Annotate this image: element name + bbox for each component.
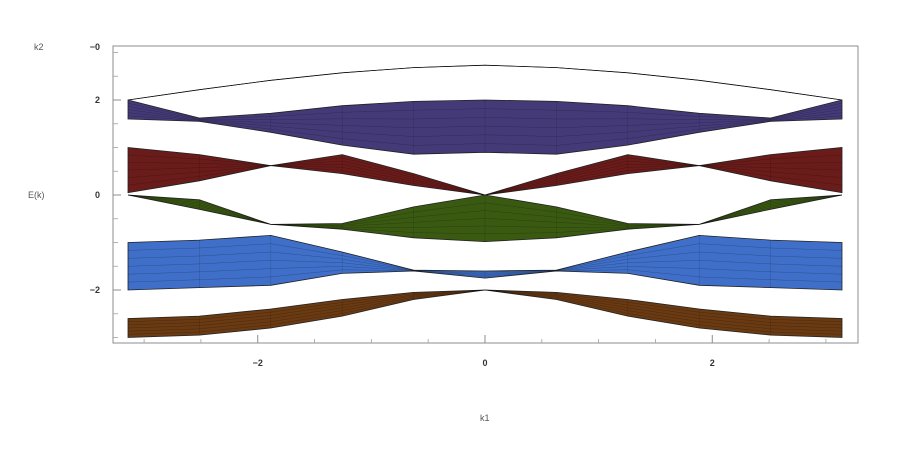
y-tick-label: −2 [90,285,100,295]
band-4-mesh-line [127,194,843,226]
band-2-mesh-line [127,115,843,146]
x-tick-label: −2 [253,358,263,368]
x-tick-label: 0 [482,358,487,368]
band-6-surface [127,289,843,338]
band-6-mesh-line [127,289,843,322]
bands-layer [127,64,843,338]
y-tick-label: 2 [95,95,100,105]
band-6 [127,289,843,338]
band-2-surface [127,99,843,155]
band-1-mesh-line [127,64,843,101]
band-4-mesh-line [127,194,843,227]
band-2-mesh-line [127,102,843,119]
band-6-mesh-line [127,289,843,326]
band-2 [127,99,843,155]
band-3 [127,147,843,196]
y-top-tick-label: −0 [90,42,100,52]
band-1 [127,64,843,101]
band-1-mesh-line [127,64,843,101]
ticks-layer: −2 0 2 2 0 −2 −0 [90,42,827,368]
band-2-mesh-line [127,106,843,120]
band-2-mesh-line [127,112,843,137]
band-3-surface [127,147,843,196]
x-tick-label: 2 [710,358,715,368]
band-5-mesh-line [127,251,843,274]
xlabel: k1 [480,413,490,423]
band-1-surface [127,64,843,101]
y-tick-label: 0 [95,190,100,200]
band-5-mesh-line [127,243,843,273]
band-6-mesh-line [127,289,843,329]
ylabel: E(k) [28,190,45,200]
band-2-mesh-line [127,109,843,129]
band-1-mesh-line [127,64,843,101]
band-4-surface [127,194,843,243]
band-6-mesh-line [127,289,843,332]
band-6-mesh-line [127,289,843,335]
band-5-mesh-line [127,266,843,277]
band-5-mesh-line [127,260,843,275]
band-4 [127,194,843,243]
band-4-mesh-line [127,194,843,228]
zlabel: k2 [34,42,44,52]
band-5-mesh-line [127,269,843,283]
band-4-mesh-line [127,194,843,225]
band-1-mesh-line [127,64,843,101]
band-1-mesh-line [127,64,843,101]
band-5 [127,234,843,291]
band-5-surface [127,234,843,291]
band-4-mesh-line [127,194,843,235]
